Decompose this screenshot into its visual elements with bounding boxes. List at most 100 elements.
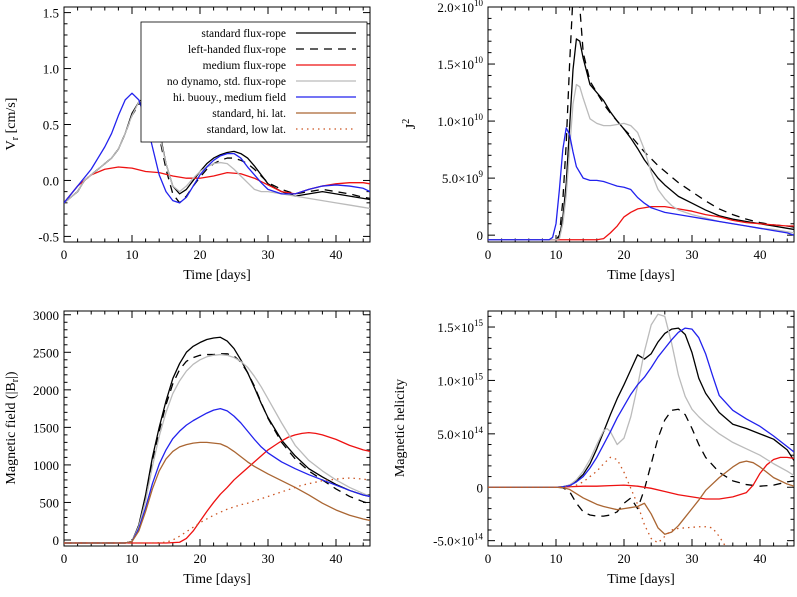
series-group	[64, 92, 370, 210]
tick-exponent: 14	[474, 425, 484, 435]
y-tick-label: 2.0×1010	[437, 0, 483, 15]
series-hi-buouy-medium-field	[64, 407, 370, 544]
series-standard-flux-rope	[488, 38, 794, 241]
tick-marks	[63, 7, 370, 242]
y-tick-label: 1500	[33, 420, 59, 435]
x-tick-label: 20	[194, 551, 207, 566]
x-tick-label: 30	[686, 551, 699, 566]
tick-mantissa: 1.0×10	[437, 373, 474, 388]
x-tick-label: 20	[194, 247, 207, 262]
legend-box	[140, 21, 368, 143]
legend-entry: hi. buouy., medium field	[173, 92, 356, 104]
y-tick-label: -0.5	[38, 229, 59, 244]
y-tick-labels: 0 500 1000 1500 2000 2500 3000	[33, 308, 59, 548]
legend-label: hi. buouy., medium field	[173, 92, 286, 104]
y-tick-label: 1000	[33, 458, 59, 473]
series-hi-buouy-medium-field	[64, 92, 370, 204]
x-tick-label: 20	[618, 247, 631, 262]
series-medium-flux-rope	[64, 431, 370, 544]
tick-mantissa: 1.5×10	[437, 320, 474, 335]
x-tick-label: 0	[485, 247, 492, 262]
series-left-handed-flux-rope	[488, 7, 794, 241]
y-tick-label: 1.0	[43, 62, 59, 77]
panel-vr: 0 10 20 30 40 -0.5 0.0 0.5 1.0 1.5 Time [days] V…	[4, 6, 371, 283]
legend-label: left-handed flux-rope	[188, 44, 286, 56]
y-tick-label: 1.5×1015	[437, 318, 483, 335]
x-tick-label: 30	[262, 247, 275, 262]
x-tick-label: 0	[61, 551, 68, 566]
legend-label: standard flux-rope	[201, 28, 286, 40]
legend-entry: standard, low lat.	[207, 124, 356, 136]
x-tick-labels: 0 10 20 30 40	[61, 551, 343, 566]
series-no-dynamo-std-flux-rope	[64, 353, 370, 544]
plot-frame	[487, 6, 795, 243]
series-standard-hi-lat	[64, 441, 370, 544]
series-no-dynamo-std-flux-rope	[488, 313, 794, 488]
y-tick-label: 1.0×1015	[437, 371, 483, 388]
legend-label: medium flux-rope	[203, 60, 286, 72]
y-axis-title: Magnetic helicity	[393, 379, 408, 477]
tick-mantissa: 0	[477, 228, 484, 243]
panel-bfield: 0 10 20 30 40 0 500 1000 1500 2000 2500 3000 Time …	[4, 308, 371, 587]
tick-mantissa: 5.0×10	[442, 171, 479, 186]
y-tick-label: 0.5	[43, 118, 59, 133]
x-tick-label: 10	[126, 551, 139, 566]
series-group	[488, 7, 794, 241]
x-tick-label: 40	[754, 551, 767, 566]
y-tick-label: 0	[477, 228, 484, 243]
series-standard-flux-rope	[64, 336, 370, 544]
y-axis-title: Magnetic field (|Br|)	[4, 371, 21, 484]
series-group	[64, 336, 370, 544]
tick-marks	[487, 311, 794, 546]
legend-entry: standard, hi. lat.	[212, 108, 356, 120]
x-axis-title: Time [days]	[183, 268, 251, 283]
series-medium-flux-rope	[488, 205, 794, 241]
y-tick-label: 0	[477, 480, 484, 495]
y-tick-label: 1.0×1010	[437, 112, 483, 129]
series-no-dynamo-std-flux-rope	[488, 83, 794, 241]
x-tick-labels: 0 10 20 30 40	[61, 247, 343, 262]
y-tick-label: 1.5	[43, 6, 59, 21]
tick-exponent: 15	[474, 318, 484, 328]
tick-mantissa: 2.0×10	[437, 0, 474, 15]
y-tick-label: 3000	[33, 308, 59, 323]
legend-entry: medium flux-rope	[203, 60, 356, 72]
y-tick-label: 2500	[33, 345, 59, 360]
legend-label: standard, hi. lat.	[212, 108, 286, 120]
legend: standard flux-rope left-handed flux-rope…	[140, 21, 368, 143]
series-left-handed-flux-rope	[488, 408, 794, 517]
series-left-handed-flux-rope	[64, 353, 370, 544]
tick-exponent: 10	[474, 0, 484, 8]
y-tick-labels: -0.5 0.0 0.5 1.0 1.5	[38, 6, 59, 245]
tick-marks	[487, 6, 794, 242]
tick-exponent: 10	[474, 55, 484, 65]
series-medium-flux-rope	[64, 166, 370, 204]
x-tick-label: 40	[330, 247, 343, 262]
series-medium-flux-rope	[488, 456, 794, 500]
series-hi-buouy-medium-field	[488, 127, 794, 241]
y-axis-title: J2	[401, 119, 419, 129]
tick-mantissa: 1.0×10	[437, 114, 474, 129]
tick-mantissa: 5.0×10	[437, 427, 474, 442]
tick-mantissa: 0	[477, 480, 484, 495]
x-axis-title: Time [days]	[607, 572, 675, 587]
y-tick-label: 1.5×1010	[437, 55, 483, 72]
tick-exponent: 15	[474, 371, 484, 381]
legend-label: no dynamo, std. flux-rope	[167, 76, 286, 88]
panel-j2: 0 10 20 30 40 05.0×1091.0×10101.5×10102.0×10…	[401, 0, 795, 283]
x-tick-label: 10	[126, 247, 139, 262]
x-tick-labels: 0 10 20 30 40	[485, 247, 767, 262]
y-tick-label: 5.0×109	[442, 169, 484, 186]
tick-exponent: 9	[479, 169, 484, 179]
x-tick-label: 10	[550, 247, 563, 262]
x-tick-label: 10	[550, 551, 563, 566]
y-tick-label: 0	[53, 533, 60, 548]
y-tick-label: 2000	[33, 383, 59, 398]
series-group	[488, 313, 794, 546]
y-tick-label: 0.0	[43, 173, 59, 188]
x-tick-label: 40	[330, 551, 343, 566]
tick-marks	[63, 311, 370, 546]
x-tick-label: 0	[61, 247, 68, 262]
